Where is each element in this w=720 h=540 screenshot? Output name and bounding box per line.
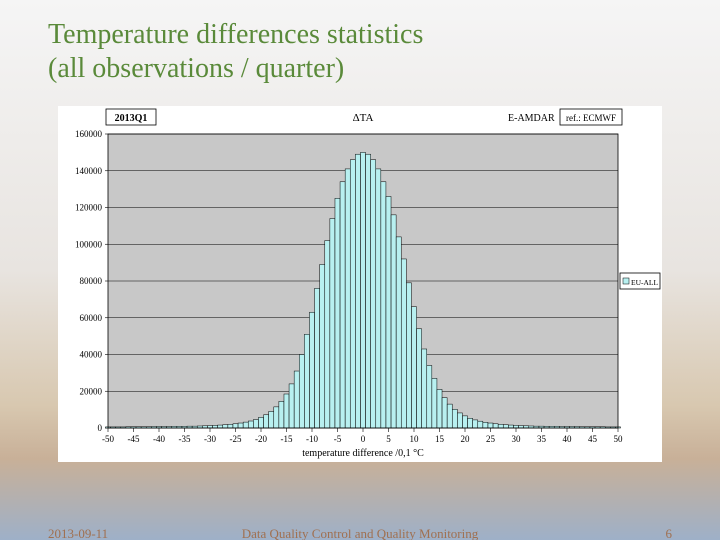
svg-text:100000: 100000: [75, 239, 103, 249]
svg-text:-15: -15: [281, 434, 293, 444]
svg-text:ΔTA: ΔTA: [353, 112, 374, 124]
svg-text:20: 20: [461, 434, 471, 444]
svg-text:ref.: ECMWF: ref.: ECMWF: [566, 113, 616, 123]
title-line-1: Temperature differences statistics: [48, 19, 423, 50]
svg-text:-25: -25: [230, 434, 242, 444]
svg-text:60000: 60000: [80, 313, 103, 323]
svg-text:-40: -40: [153, 434, 165, 444]
svg-text:E-AMDAR: E-AMDAR: [508, 113, 555, 124]
svg-text:45: 45: [588, 434, 598, 444]
svg-text:120000: 120000: [75, 203, 103, 213]
svg-text:140000: 140000: [75, 166, 103, 176]
svg-text:-30: -30: [204, 434, 216, 444]
svg-text:50: 50: [614, 434, 624, 444]
svg-text:-10: -10: [306, 434, 318, 444]
svg-text:80000: 80000: [80, 276, 103, 286]
svg-text:0: 0: [98, 423, 103, 433]
slide: Temperature differences statistics (all …: [0, 0, 720, 540]
svg-text:EU-ALL: EU-ALL: [631, 278, 658, 287]
svg-text:5: 5: [386, 434, 391, 444]
svg-text:2013Q1: 2013Q1: [115, 113, 148, 124]
svg-text:30: 30: [512, 434, 522, 444]
svg-text:160000: 160000: [75, 129, 103, 139]
histogram-chart: 0 20000 40000 60000 80000 100000 120000 140000 1…: [58, 106, 662, 462]
svg-text:20000: 20000: [80, 386, 103, 396]
svg-text:temperature difference /0,1 °C: temperature difference /0,1 °C: [302, 448, 424, 459]
svg-text:-20: -20: [255, 434, 267, 444]
svg-text:-35: -35: [179, 434, 191, 444]
svg-text:-45: -45: [128, 434, 140, 444]
svg-text:35: 35: [537, 434, 547, 444]
svg-text:25: 25: [486, 434, 496, 444]
footer-page-number: 6: [666, 526, 673, 540]
svg-text:10: 10: [410, 434, 420, 444]
svg-text:-5: -5: [334, 434, 342, 444]
svg-text:-50: -50: [102, 434, 114, 444]
slide-title: Temperature differences statistics (all …: [48, 18, 423, 85]
svg-text:0: 0: [361, 434, 366, 444]
svg-text:15: 15: [435, 434, 445, 444]
chart-container: 0 20000 40000 60000 80000 100000 120000 140000 1…: [58, 106, 662, 462]
title-line-2: (all observations / quarter): [48, 53, 344, 84]
footer-caption: Data Quality Control and Quality Monitor…: [0, 526, 720, 540]
svg-text:40000: 40000: [80, 350, 103, 360]
svg-text:40: 40: [563, 434, 573, 444]
